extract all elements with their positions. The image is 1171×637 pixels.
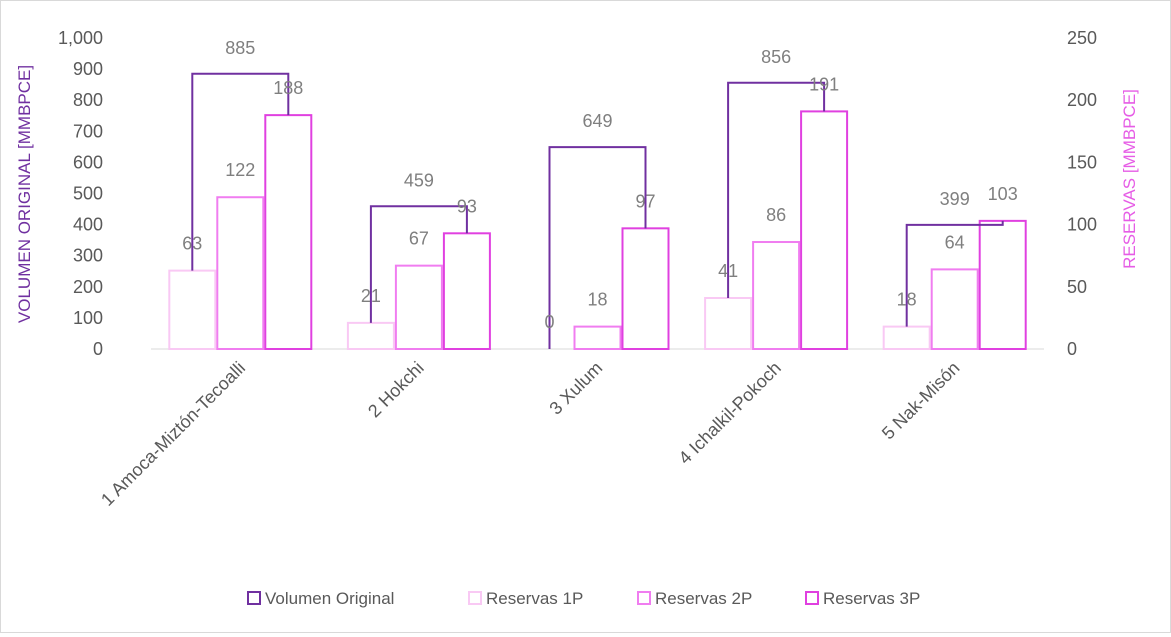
legend-swatch bbox=[805, 591, 819, 605]
data-label-volumen-original: 856 bbox=[761, 47, 791, 67]
left-axis-tick-label: 900 bbox=[73, 59, 103, 79]
bar-reservas-2p bbox=[394, 264, 443, 351]
bar-reservas-1p bbox=[168, 269, 217, 350]
bar-reservas-2p bbox=[216, 196, 265, 350]
category-label: 5 Nak-Misón bbox=[878, 358, 964, 444]
right-axis-tick-label: 0 bbox=[1067, 339, 1077, 359]
legend-label: Reservas 2P bbox=[655, 589, 752, 608]
bar-reservas-1p bbox=[346, 321, 395, 351]
bar-reservas-3p bbox=[621, 227, 670, 350]
left-axis-tick-label: 600 bbox=[73, 152, 103, 172]
left-axis-tick-label: 500 bbox=[73, 184, 103, 204]
left-axis-tick-label: 0 bbox=[93, 339, 103, 359]
left-axis-tick-label: 700 bbox=[73, 121, 103, 141]
left-axis-title: VOLUMEN ORIGINAL [MMBPCE] bbox=[15, 65, 34, 323]
legend-swatch bbox=[637, 591, 651, 605]
data-label-volumen-original: 459 bbox=[404, 170, 434, 190]
left-axis-tick-label: 300 bbox=[73, 246, 103, 266]
left-axis-tick-label: 1,000 bbox=[58, 28, 103, 48]
category-label: 2 Hokchi bbox=[364, 358, 428, 422]
right-axis-tick-label: 250 bbox=[1067, 28, 1097, 48]
legend-item-reservas-3p: Reservas 3P bbox=[805, 589, 920, 608]
right-axis-tick-label: 200 bbox=[1067, 90, 1097, 110]
legend-label: Reservas 3P bbox=[823, 589, 920, 608]
legend-swatch bbox=[247, 591, 261, 605]
legend-label: Reservas 1P bbox=[486, 589, 583, 608]
left-axis-tick-label: 800 bbox=[73, 90, 103, 110]
data-label-reservas-2p: 64 bbox=[945, 232, 965, 252]
data-label-reservas-1p: 63 bbox=[182, 234, 202, 254]
data-label-reservas-2p: 86 bbox=[766, 205, 786, 225]
category-label: 4 Ichalkil-Pokoch bbox=[675, 358, 785, 468]
left-axis-tick-label: 200 bbox=[73, 277, 103, 297]
data-label-reservas-1p: 0 bbox=[544, 312, 554, 332]
data-label-reservas-2p: 18 bbox=[587, 290, 607, 310]
bar-reservas-3p bbox=[800, 110, 849, 350]
legend-label: Volumen Original bbox=[265, 589, 394, 608]
bar-reservas-3p bbox=[264, 114, 313, 350]
left-axis-tick-label: 400 bbox=[73, 215, 103, 235]
data-label-reservas-2p: 122 bbox=[225, 160, 255, 180]
data-label-volumen-original: 649 bbox=[582, 111, 612, 131]
bar-volumen-original bbox=[905, 220, 1004, 327]
data-label-reservas-1p: 18 bbox=[897, 290, 917, 310]
right-axis-tick-label: 50 bbox=[1067, 277, 1087, 297]
bar-reservas-2p bbox=[752, 241, 801, 351]
bar-volumen-original bbox=[548, 146, 647, 349]
data-label-reservas-1p: 21 bbox=[361, 286, 381, 306]
legend-item-reservas-1p: Reservas 1P bbox=[468, 589, 583, 608]
bar-reservas-1p bbox=[882, 325, 931, 351]
data-label-reservas-3p: 191 bbox=[809, 74, 839, 94]
legend-item-volumen-original: Volumen Original bbox=[247, 589, 394, 608]
data-label-reservas-3p: 93 bbox=[457, 196, 477, 216]
data-label-reservas-2p: 67 bbox=[409, 229, 429, 249]
legend-swatch bbox=[468, 591, 482, 605]
bar-volumen-original bbox=[727, 81, 826, 298]
legend-item-reservas-2p: Reservas 2P bbox=[637, 589, 752, 608]
data-label-reservas-3p: 97 bbox=[635, 191, 655, 211]
bar-reservas-2p bbox=[930, 268, 979, 350]
data-label-volumen-original: 399 bbox=[940, 189, 970, 209]
bar-volumen-original bbox=[369, 205, 468, 323]
category-label: 3 Xulum bbox=[545, 358, 606, 419]
right-axis-tick-label: 100 bbox=[1067, 215, 1097, 235]
data-label-reservas-3p: 188 bbox=[273, 78, 303, 98]
bar-reservas-3p bbox=[442, 232, 491, 350]
right-axis-tick-label: 150 bbox=[1067, 152, 1097, 172]
data-label-reservas-1p: 41 bbox=[718, 261, 738, 281]
bar-reservas-2p bbox=[573, 325, 622, 351]
data-label-reservas-3p: 103 bbox=[988, 184, 1018, 204]
left-axis-tick-label: 100 bbox=[73, 308, 103, 328]
bar-reservas-1p bbox=[704, 296, 753, 351]
data-label-volumen-original: 885 bbox=[225, 38, 255, 58]
bar-volumen-original bbox=[191, 72, 290, 271]
bar-reservas-3p bbox=[978, 219, 1027, 350]
category-label: 1 Amoca-Miztón-Tecoalli bbox=[97, 358, 249, 510]
right-axis-title: RESERVAS [MMBPCE] bbox=[1120, 89, 1139, 269]
